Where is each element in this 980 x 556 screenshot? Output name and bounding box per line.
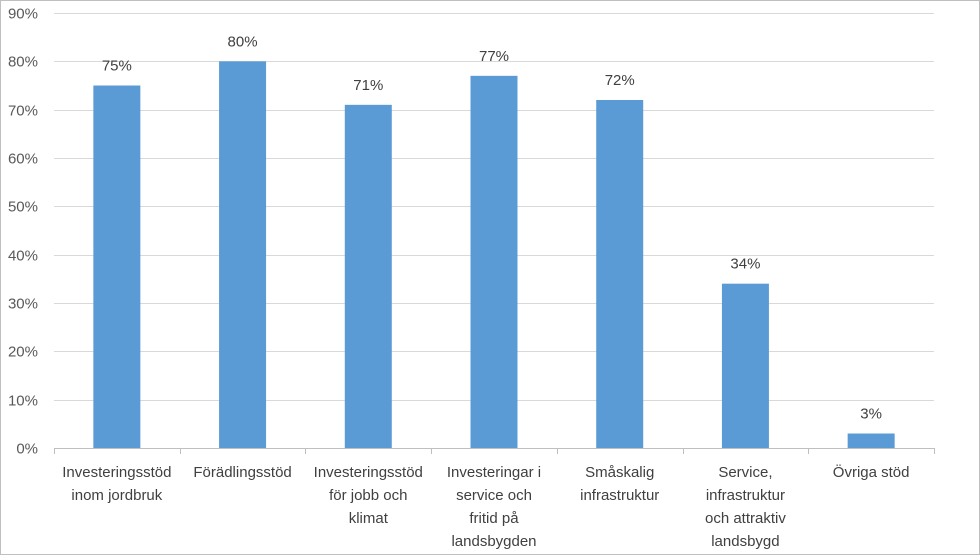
x-axis: [54, 448, 935, 454]
category-label-line: för jobb och: [329, 487, 407, 504]
category-label-line: infrastruktur: [580, 487, 659, 504]
bar: [721, 283, 769, 448]
data-labels: 75% 80% 71% 77% 72% 34% 3%: [102, 33, 882, 422]
category-label-line: fritid på: [469, 510, 519, 527]
y-tick-label: 0%: [16, 441, 38, 458]
category-label: Investeringsstöd inom jordbruk: [62, 464, 171, 504]
y-tick-label: 10%: [8, 393, 38, 410]
y-tick-label: 20%: [8, 344, 38, 361]
y-axis-tick-labels: 0% 10% 20% 30% 40% 50% 60% 70% 80% 90%: [8, 6, 38, 458]
bar: [219, 61, 267, 448]
y-tick-label: 40%: [8, 248, 38, 265]
y-tick-label: 50%: [8, 199, 38, 216]
data-label: 80%: [228, 33, 258, 50]
y-tick-label: 30%: [8, 296, 38, 313]
data-label: 3%: [860, 406, 882, 423]
y-tick-label: 90%: [8, 6, 38, 23]
category-label-line: Investeringsstöd: [62, 464, 171, 481]
category-label: Service, infrastruktur och attraktiv landsb…: [705, 464, 786, 550]
category-label-line: landsbygd: [711, 533, 779, 550]
category-label-line: och attraktiv: [705, 510, 786, 527]
category-label-line: Service,: [718, 464, 772, 481]
data-label: 75%: [102, 58, 132, 75]
x-axis-category-labels: Investeringsstöd inom jordbruk Förädlingss…: [62, 463, 909, 550]
bar: [596, 100, 644, 448]
category-label-line: Investeringar i: [447, 464, 541, 481]
category-label-line: landsbygden: [451, 533, 536, 550]
data-label: 71%: [353, 77, 383, 94]
data-label: 77%: [479, 48, 509, 65]
category-label-line: Övriga stöd: [833, 463, 910, 481]
bar: [470, 75, 518, 448]
bar: [93, 85, 141, 448]
category-label-line: Småskalig: [585, 464, 654, 481]
category-label-line: inom jordbruk: [71, 487, 162, 504]
data-label: 34%: [730, 256, 760, 273]
category-label-line: service och: [456, 487, 532, 504]
y-tick-label: 70%: [8, 103, 38, 120]
category-label: Investeringar i service och fritid på lands…: [447, 464, 541, 550]
category-label: Småskalig infrastruktur: [580, 464, 659, 504]
category-label-line: Förädlingsstöd: [193, 464, 291, 481]
category-label-line: klimat: [349, 510, 389, 527]
data-label: 72%: [605, 72, 635, 89]
category-label-line: infrastruktur: [706, 487, 785, 504]
category-label: Förädlingsstöd: [193, 464, 291, 481]
category-label: Övriga stöd: [833, 463, 910, 481]
bars: [93, 61, 895, 448]
category-label-line: Investeringsstöd: [314, 464, 423, 481]
bar: [344, 104, 392, 448]
category-label: Investeringsstöd för jobb och klimat: [314, 464, 423, 527]
y-tick-label: 60%: [8, 151, 38, 168]
bar: [847, 433, 895, 448]
y-tick-label: 80%: [8, 54, 38, 71]
